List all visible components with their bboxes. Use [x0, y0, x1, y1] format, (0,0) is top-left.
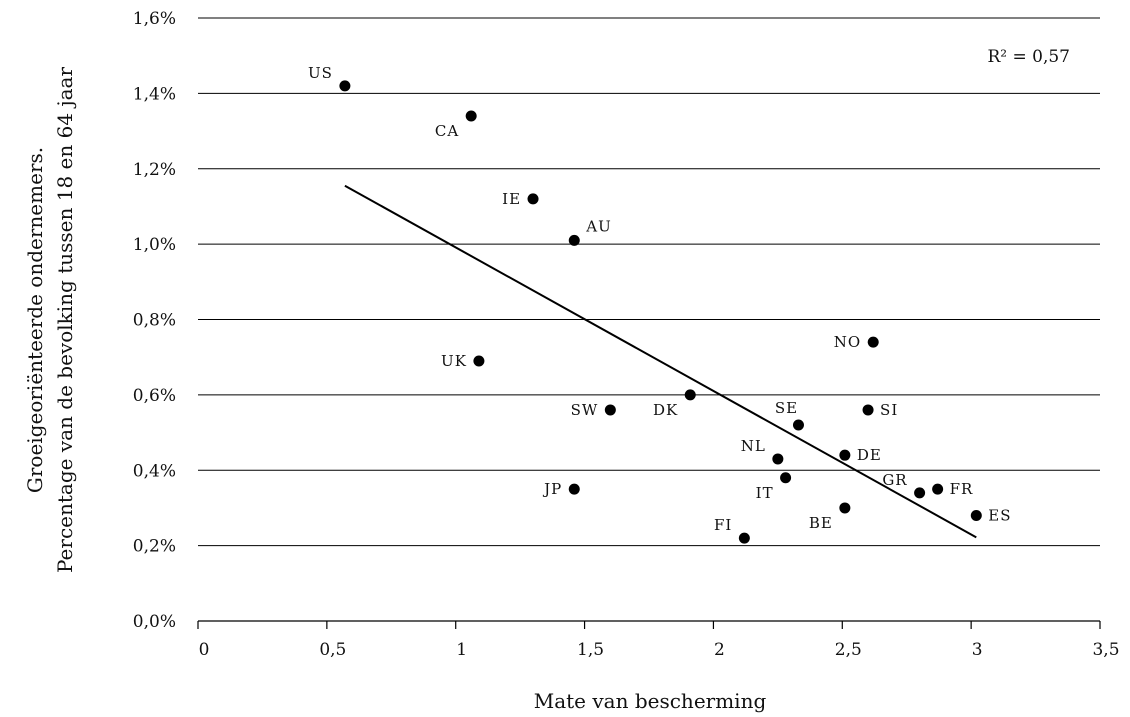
- point-label-si: SI: [880, 401, 898, 419]
- data-point-fi: [738, 532, 750, 544]
- x-tick-label: 1: [456, 640, 467, 660]
- point-label-au: AU: [585, 217, 611, 235]
- data-point-it: [780, 472, 792, 484]
- point-label-nl: NL: [741, 437, 766, 455]
- point-label-fr: FR: [950, 480, 974, 498]
- trendline-group: [344, 184, 977, 539]
- data-point-de: [839, 449, 851, 461]
- y-tick-label: 1,4%: [133, 84, 176, 104]
- x-tick-label: 2,5: [835, 640, 862, 660]
- y-tick-label: 0,8%: [133, 311, 176, 331]
- y-tick-label: 0,6%: [133, 386, 176, 406]
- point-label-jp: JP: [542, 480, 562, 498]
- data-point-nl: [772, 453, 784, 465]
- point-label-ca: CA: [435, 122, 459, 140]
- data-points: US CA IE AU UK SW DK JP FI NL IT SE BE DE NO SI GR FR ES: [308, 64, 1011, 544]
- data-point-be: [839, 502, 851, 514]
- point-label-us: US: [308, 64, 333, 82]
- x-axis-ticks: 0 0,5 1 1,5 2 2,5 3 3,5: [197, 621, 1120, 660]
- x-tick-label: 3: [972, 640, 983, 660]
- data-point-fr: [932, 483, 944, 495]
- data-point-ie: [527, 193, 539, 205]
- data-point-dk: [684, 389, 696, 401]
- point-label-ie: IE: [502, 190, 521, 208]
- point-label-uk: UK: [441, 352, 467, 370]
- point-label-dk: DK: [653, 401, 678, 419]
- point-label-be: BE: [809, 514, 833, 532]
- data-point-ca: [465, 110, 477, 122]
- point-label-es: ES: [988, 506, 1011, 524]
- data-point-au: [568, 234, 580, 246]
- data-point-es: [970, 509, 982, 521]
- data-point-se: [792, 419, 804, 431]
- y-tick-label: 1,2%: [133, 160, 176, 180]
- x-tick-label: 2: [714, 640, 725, 660]
- r-squared-annotation: R² = 0,57: [987, 47, 1070, 67]
- y-tick-label: 1,0%: [133, 235, 176, 255]
- data-point-uk: [473, 355, 485, 367]
- x-tick-label: 0: [199, 640, 210, 660]
- data-point-gr: [914, 487, 926, 499]
- data-point-us: [339, 80, 351, 92]
- y-tick-label: 0,4%: [133, 461, 176, 481]
- y-axis-title-line-1: Groeigeoriënteerde ondernemers.: [23, 147, 47, 493]
- point-label-no: NO: [834, 333, 861, 351]
- y-axis-ticks: 0,0% 0,2% 0,4% 0,6% 0,8% 1,0% 1,2% 1,4% 1,6%: [133, 9, 176, 632]
- point-label-it: IT: [756, 484, 774, 502]
- y-axis-title-line-2: Percentage van de bevolking tussen 18 en…: [53, 67, 77, 573]
- x-tick-label: 1,5: [577, 640, 604, 660]
- trendline: [344, 184, 977, 539]
- data-point-sw: [604, 404, 616, 416]
- data-point-jp: [568, 483, 580, 495]
- x-tick-label: 0,5: [319, 640, 346, 660]
- gridlines: [198, 17, 1100, 622]
- y-tick-label: 0,0%: [133, 612, 176, 632]
- point-label-gr: GR: [882, 471, 907, 489]
- data-point-no: [867, 336, 879, 348]
- x-axis-title: Mate van bescherming: [534, 689, 767, 713]
- y-tick-label: 1,6%: [133, 9, 176, 29]
- point-label-de: DE: [857, 446, 882, 464]
- data-point-si: [862, 404, 874, 416]
- point-label-fi: FI: [714, 516, 732, 534]
- y-tick-label: 0,2%: [133, 537, 176, 557]
- point-label-se: SE: [775, 399, 798, 417]
- point-label-sw: SW: [571, 401, 599, 419]
- x-tick-label: 3,5: [1092, 640, 1119, 660]
